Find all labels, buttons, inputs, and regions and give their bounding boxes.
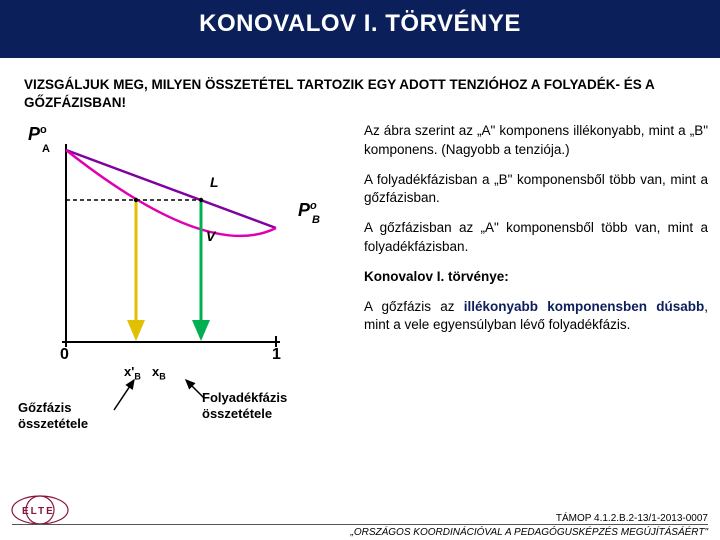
pa-label: Po A: [28, 124, 47, 169]
vapor-phase-label: Gőzfázisösszetétele: [18, 400, 118, 431]
axis-zero: 0: [60, 346, 69, 364]
pa-sup: o: [40, 124, 47, 136]
law-pre: A gőzfázis az: [364, 299, 464, 314]
explain-3: A gőzfázisban az „A" komponensből több v…: [364, 219, 708, 255]
content-row: Po A L V 0 1 x'B xB Po B Gőzfázisösszeté…: [0, 120, 720, 456]
axis-one: 1: [272, 346, 281, 364]
subtitle: VIZSGÁLJUK MEG, MILYEN ÖSSZETÉTEL TARTOZ…: [24, 76, 696, 112]
pa-p: P: [28, 124, 40, 144]
law-em: illékonyabb komponensben dúsabb: [464, 299, 705, 314]
pb-sup: o: [310, 200, 317, 212]
curve-l-label: L: [210, 174, 219, 190]
chart: Po A L V 0 1 x'B xB: [18, 120, 338, 370]
text-column: Az ábra szerint az „A" komponens illékon…: [358, 120, 708, 456]
pb-label: Po B: [298, 200, 317, 242]
pb-sub: B: [312, 214, 320, 226]
law-title: Konovalov I. törvénye:: [364, 268, 708, 286]
law-body: A gőzfázis az illékonyabb komponensben d…: [364, 298, 708, 334]
pb-p: P: [298, 200, 310, 220]
curve-v-label: V: [206, 228, 215, 244]
liquid-phase-label: Folyadékfázisösszetétele: [202, 390, 322, 421]
footer-quote: „ORSZÁGOS KOORDINÁCIÓVAL A PEDAGÓGUSKÉPZ…: [12, 527, 708, 538]
pa-sub: A: [42, 143, 50, 155]
page-title: KONOVALOV I. TÖRVÉNYE: [0, 0, 720, 38]
footer-code: TÁMOP 4.1.2.B.2-13/1-2013-0007: [12, 513, 708, 524]
footer: TÁMOP 4.1.2.B.2-13/1-2013-0007 „ORSZÁGOS…: [0, 513, 720, 538]
explain-2: A folyadékfázisban a „B" komponensből tö…: [364, 171, 708, 207]
footer-divider: [12, 524, 708, 525]
explain-1: Az ábra szerint az „A" komponens illékon…: [364, 122, 708, 158]
chart-column: Po A L V 0 1 x'B xB Po B Gőzfázisösszeté…: [18, 120, 358, 456]
chart-svg: [18, 120, 338, 370]
header-bar: KONOVALOV I. TÖRVÉNYE: [0, 0, 720, 58]
